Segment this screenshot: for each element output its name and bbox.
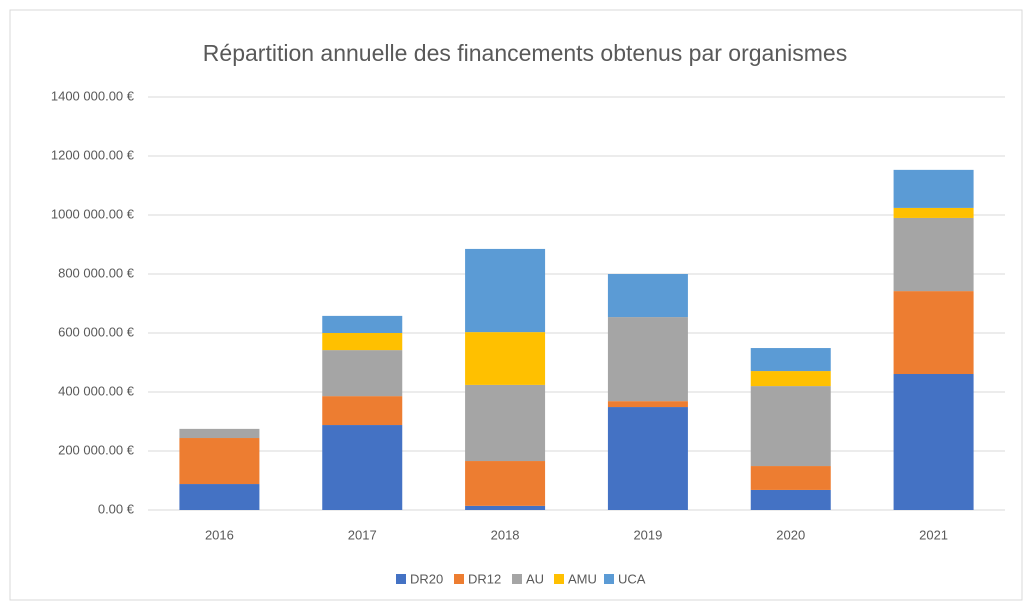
legend-swatch (396, 574, 406, 584)
bar-segment (893, 207, 974, 218)
legend-label: UCA (618, 571, 646, 586)
x-tick-label: 2016 (205, 527, 234, 542)
bar-segment (750, 489, 831, 510)
y-tick-label: 0.00 € (98, 501, 135, 516)
bar-segment (750, 386, 831, 467)
legend-swatch (604, 574, 614, 584)
chart-title: Répartition annuelle des financements ob… (203, 40, 847, 66)
bar-segment (893, 169, 974, 208)
legend-swatch (512, 574, 522, 584)
bar-segment (607, 407, 688, 510)
bar-segment (322, 333, 403, 351)
bar-segment (607, 274, 688, 318)
x-tick-label: 2017 (348, 527, 377, 542)
bar-segment (465, 461, 546, 506)
bar-segment (893, 374, 974, 510)
x-tick-label: 2021 (919, 527, 948, 542)
y-tick-label: 1000 000.00 € (51, 206, 135, 221)
y-tick-label: 600 000.00 € (58, 324, 135, 339)
y-tick-label: 200 000.00 € (58, 442, 135, 457)
legend-label: DR12 (468, 571, 501, 586)
bar-segment (465, 505, 546, 510)
bar-segment (322, 425, 403, 510)
bar-segment (179, 438, 260, 485)
bar-segment (893, 217, 974, 292)
bar-segment (179, 484, 260, 510)
bar-segment (607, 401, 688, 408)
bar-segment (607, 317, 688, 402)
bar-segment (179, 428, 260, 439)
y-tick-label: 1400 000.00 € (51, 88, 135, 103)
bar-segment (893, 291, 974, 375)
bar-segment (465, 248, 546, 333)
x-tick-label: 2020 (776, 527, 805, 542)
legend-label: AU (526, 571, 544, 586)
legend-swatch (454, 574, 464, 584)
bar-segment (322, 350, 403, 397)
bar-segment (750, 371, 831, 387)
bar-segment (322, 396, 403, 426)
y-tick-label: 400 000.00 € (58, 383, 135, 398)
bar-segment (465, 384, 546, 462)
legend-label: AMU (568, 571, 597, 586)
legend-label: DR20 (410, 571, 443, 586)
bar-segment (750, 466, 831, 490)
bar-segment (322, 315, 403, 333)
y-tick-label: 1200 000.00 € (51, 147, 135, 162)
y-tick-label: 800 000.00 € (58, 265, 135, 280)
legend-swatch (554, 574, 564, 584)
x-tick-label: 2018 (491, 527, 520, 542)
x-tick-label: 2019 (633, 527, 662, 542)
bar-segment (750, 348, 831, 372)
bar-segment (465, 332, 546, 385)
